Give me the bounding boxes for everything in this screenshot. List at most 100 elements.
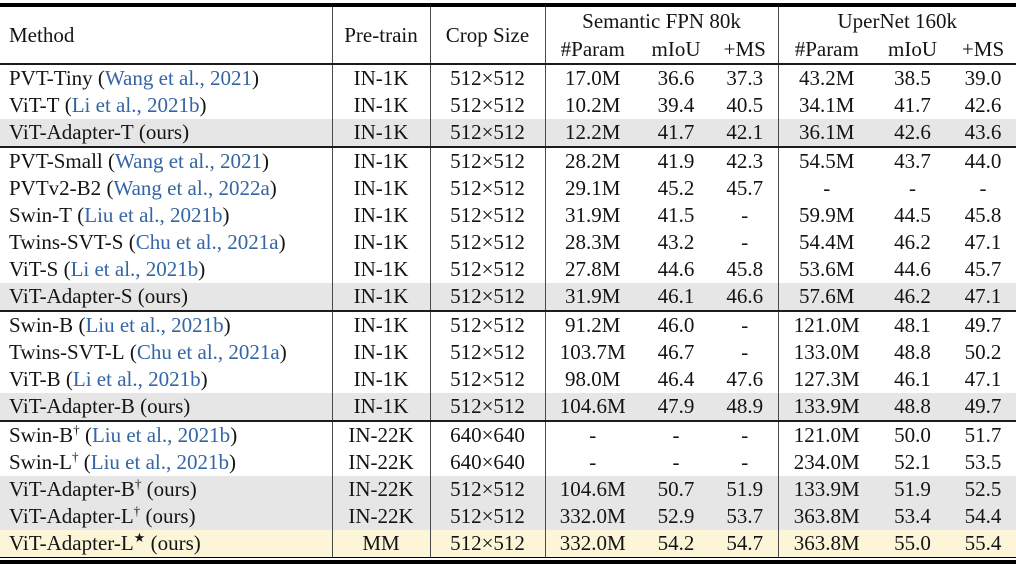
method-cell: Swin-L† (Liu et al., 2021b) — [0, 449, 333, 476]
citation-link[interactable]: Chu et al., 2021a — [136, 340, 280, 364]
fpn-param-cell: 104.6M — [545, 393, 640, 421]
uper-miou-cell: 46.2 — [894, 230, 931, 254]
method-cell: ViT-Adapter-T (ours) — [0, 119, 333, 147]
paren-open: ( — [134, 394, 148, 418]
fpn-param-cell: 28.2M — [565, 149, 621, 173]
fpn-param-cell: 332.0M — [545, 530, 640, 557]
uper-ms-cell: 53.5 — [964, 450, 1002, 474]
fpn-param-cell: 12.2M — [545, 119, 640, 147]
paren-close: ) — [269, 176, 277, 200]
fpn-ms-cell: 37.3 — [712, 64, 779, 92]
uper-ms-cell: 47.1 — [964, 230, 1002, 254]
cropsize-cell: 512×512 — [430, 476, 546, 503]
fpn-ms-cell: 42.3 — [712, 147, 779, 175]
method-name: Swin-L — [9, 450, 72, 474]
table-row: ViT-B (Li et al., 2021b) IN-1K 512×512 9… — [0, 366, 1016, 393]
pretrain-cell: IN-1K — [332, 229, 431, 256]
paren-open: ( — [124, 340, 137, 364]
paren-close: ) — [199, 93, 207, 117]
fpn-param-cell: 27.8M — [565, 257, 621, 281]
paren-open: ( — [133, 120, 146, 144]
method-name: Swin-B — [9, 423, 74, 447]
fpn-miou-cell: 47.9 — [640, 393, 712, 421]
uper-param-cell: 133.9M — [778, 393, 876, 421]
citation-link[interactable]: Liu et al., 2021b — [85, 313, 224, 337]
pretrain-cell: IN-1K — [332, 147, 431, 175]
table-row: Swin-B† (Liu et al., 2021b) IN-22K 640×6… — [0, 421, 1016, 449]
citation-link[interactable]: Li et al., 2021b — [72, 367, 201, 391]
paren-open: ( — [145, 531, 158, 555]
paren-open: ( — [72, 203, 85, 227]
citation-link[interactable]: Liu et al., 2021b — [84, 203, 223, 227]
method-superscript: ★ — [133, 530, 146, 545]
uper-miou-cell: 52.1 — [894, 450, 931, 474]
paren-open: ( — [102, 149, 115, 173]
method-cell: Swin-T (Liu et al., 2021b) — [0, 202, 333, 229]
table-row: Twins-SVT-S (Chu et al., 2021a) IN-1K 51… — [0, 229, 1016, 256]
paren-close: ) — [189, 477, 197, 501]
fpn-ms-cell: 48.9 — [712, 393, 779, 421]
citation-link: ours — [153, 477, 190, 501]
uper-miou-cell: 46.1 — [894, 367, 931, 391]
paren-open: ( — [73, 313, 86, 337]
fpn-param-cell: 31.9M — [565, 203, 621, 227]
uper-ms-cell: 51.7 — [964, 423, 1002, 447]
method-superscript: † — [72, 449, 79, 464]
method-superscript: † — [133, 503, 141, 518]
cropsize-cell: 512×512 — [430, 366, 546, 393]
citation-link[interactable]: Chu et al., 2021a — [135, 230, 279, 254]
method-cell: PVT-Tiny (Wang et al., 2021) — [0, 64, 333, 92]
uper-ms-cell: - — [979, 176, 987, 200]
citation-link[interactable]: Wang et al., 2022a — [113, 176, 270, 200]
citation-link[interactable]: Wang et al., 2021 — [104, 66, 252, 90]
fpn-miou-cell: 45.2 — [657, 176, 695, 200]
paren-close: ) — [193, 531, 201, 555]
fpn-param-cell: 10.2M — [565, 93, 621, 117]
fpn-param-cell: 31.9M — [545, 283, 640, 311]
fpn-miou-cell: - — [672, 423, 680, 447]
cropsize-cell: 512×512 — [430, 64, 546, 92]
uper-ms-cell: 47.1 — [950, 283, 1016, 311]
uper-miou-cell: - — [909, 176, 917, 200]
uper-miou-cell: 48.1 — [894, 313, 931, 337]
citation-link[interactable]: Li et al., 2021b — [71, 93, 200, 117]
fpn-param-cell: 103.7M — [559, 340, 626, 364]
uper-ms-cell: 45.7 — [964, 257, 1002, 281]
fpn-miou-cell: - — [672, 450, 680, 474]
method-name: ViT-Adapter-L — [9, 504, 134, 528]
pretrain-cell: IN-22K — [332, 449, 431, 476]
fpn-ms-cell: - — [712, 202, 779, 229]
uper-param-cell: 36.1M — [778, 119, 876, 147]
table-row: Swin-L† (Liu et al., 2021b) IN-22K 640×6… — [0, 449, 1016, 476]
fpn-ms-cell: 53.7 — [712, 503, 779, 530]
fpn-ms-cell: - — [712, 311, 779, 339]
table-block-tiny: PVT-Tiny (Wang et al., 2021) IN-1K 512×5… — [0, 64, 1016, 147]
method-cell: PVTv2-B2 (Wang et al., 2022a) — [0, 175, 333, 202]
fpn-param-cell: 104.6M — [545, 476, 640, 503]
table-row: PVT-Tiny (Wang et al., 2021) IN-1K 512×5… — [0, 64, 1016, 92]
fpn-ms-cell: 45.7 — [712, 175, 779, 202]
uper-miou-cell: 44.6 — [894, 257, 931, 281]
fpn-ms-cell: 51.9 — [712, 476, 779, 503]
fpn-miou-cell: 41.9 — [657, 149, 695, 173]
uper-param-cell: 57.6M — [778, 283, 876, 311]
fpn-miou-cell: 50.7 — [640, 476, 712, 503]
paren-open: ( — [141, 477, 154, 501]
table-row: ViT-Adapter-S (ours) IN-1K 512×512 31.9M… — [0, 283, 1016, 311]
uper-param-cell: 53.6M — [799, 257, 855, 281]
table-row: ViT-Adapter-T (ours) IN-1K 512×512 12.2M… — [0, 119, 1016, 147]
citation-link[interactable]: Wang et al., 2021 — [115, 149, 263, 173]
fpn-miou-cell: 46.0 — [657, 313, 695, 337]
citation-link[interactable]: Li et al., 2021b — [70, 257, 199, 281]
method-name: ViT-T — [9, 93, 60, 117]
uper-miou-cell: 48.8 — [875, 393, 951, 421]
method-name: Twins-SVT-S — [9, 230, 124, 254]
paren-close: ) — [251, 66, 259, 90]
results-table: Method Pre-train Crop Size Semantic FPN … — [0, 7, 1016, 557]
citation-link[interactable]: Liu et al., 2021b — [90, 450, 229, 474]
paren-open: ( — [123, 230, 136, 254]
paren-close: ) — [183, 394, 191, 418]
citation-link[interactable]: Liu et al., 2021b — [91, 423, 231, 447]
paren-close: ) — [279, 340, 287, 364]
col-header-uper-miou: mIoU — [888, 37, 938, 61]
